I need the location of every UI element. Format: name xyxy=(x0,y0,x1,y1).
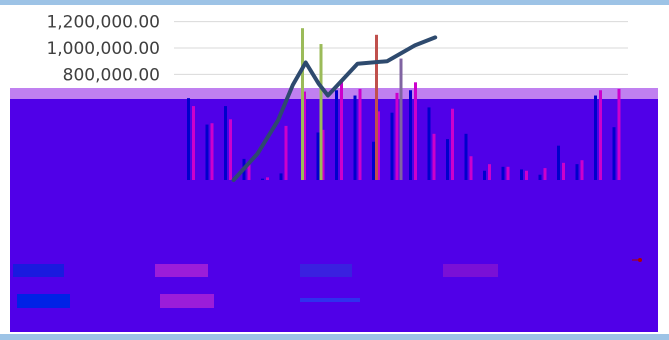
bar-mark xyxy=(399,58,403,181)
bar-mark xyxy=(427,107,431,180)
bar-mark xyxy=(187,98,190,180)
legend-swatch xyxy=(17,294,70,308)
bar-mark xyxy=(316,132,320,180)
line-series xyxy=(231,35,438,182)
legend-swatch xyxy=(300,264,352,277)
bar-mark xyxy=(409,90,412,180)
bar-mark xyxy=(224,106,227,180)
bar-mark xyxy=(483,170,486,180)
bar-mark xyxy=(390,112,394,180)
bar-mark xyxy=(340,79,343,180)
bar-mark xyxy=(284,125,288,180)
bar-mark xyxy=(247,162,251,180)
bar-mark xyxy=(538,174,542,180)
legend-swatch xyxy=(300,298,360,302)
bar-mark xyxy=(469,156,473,180)
bar-mark xyxy=(446,139,449,180)
overlay-band xyxy=(10,88,658,99)
bar-mark xyxy=(372,141,375,180)
bar-mark xyxy=(520,169,523,180)
bar-mark xyxy=(575,164,579,180)
bar-mark xyxy=(358,88,362,180)
bar-mark xyxy=(464,133,468,180)
bar-mark xyxy=(353,95,357,180)
bar-mark xyxy=(414,82,417,180)
top-border xyxy=(0,0,669,5)
legend-swatch xyxy=(160,294,214,308)
bar-mark xyxy=(451,108,454,180)
bar-mark xyxy=(319,44,323,180)
bar-mark xyxy=(210,123,214,180)
legend-swatch xyxy=(443,264,498,277)
legend-swatch xyxy=(13,264,64,277)
bar-mark xyxy=(599,90,602,180)
y-tick-label: 1,200,000.00 xyxy=(46,13,160,33)
bar-mark xyxy=(321,129,325,180)
legend-swatches xyxy=(13,264,498,308)
bar-mark xyxy=(506,166,510,180)
bar-mark xyxy=(335,90,338,180)
bar-mark xyxy=(229,119,232,180)
bar-mark xyxy=(562,162,565,180)
bar-mark xyxy=(395,92,399,180)
y-tick-label: 800,000.00 xyxy=(63,65,160,85)
bar-mark xyxy=(432,133,436,180)
legend-swatch xyxy=(155,264,208,277)
y-tick-label: 1,000,000.00 xyxy=(46,39,160,59)
bar-mark xyxy=(594,95,597,180)
bar-mark xyxy=(266,177,269,180)
marker-icon xyxy=(632,258,642,262)
bar-mark xyxy=(301,28,304,181)
bar-mark xyxy=(580,160,584,180)
bar-mark xyxy=(543,168,547,180)
bar-mark xyxy=(525,170,528,180)
bar-mark xyxy=(205,124,209,180)
bar-mark xyxy=(501,166,505,180)
bar-mark xyxy=(488,164,491,180)
bar-mark xyxy=(261,178,264,180)
bar-mark xyxy=(279,173,283,180)
bar-mark xyxy=(617,88,621,180)
bar-mark xyxy=(612,127,616,180)
bar-mark xyxy=(375,34,378,180)
bar-mark xyxy=(557,145,560,180)
overlay-rect xyxy=(10,99,658,332)
bar-mark xyxy=(303,91,306,180)
bar-mark xyxy=(377,111,380,180)
bar-mark xyxy=(192,106,195,180)
bottom-border xyxy=(0,334,669,340)
